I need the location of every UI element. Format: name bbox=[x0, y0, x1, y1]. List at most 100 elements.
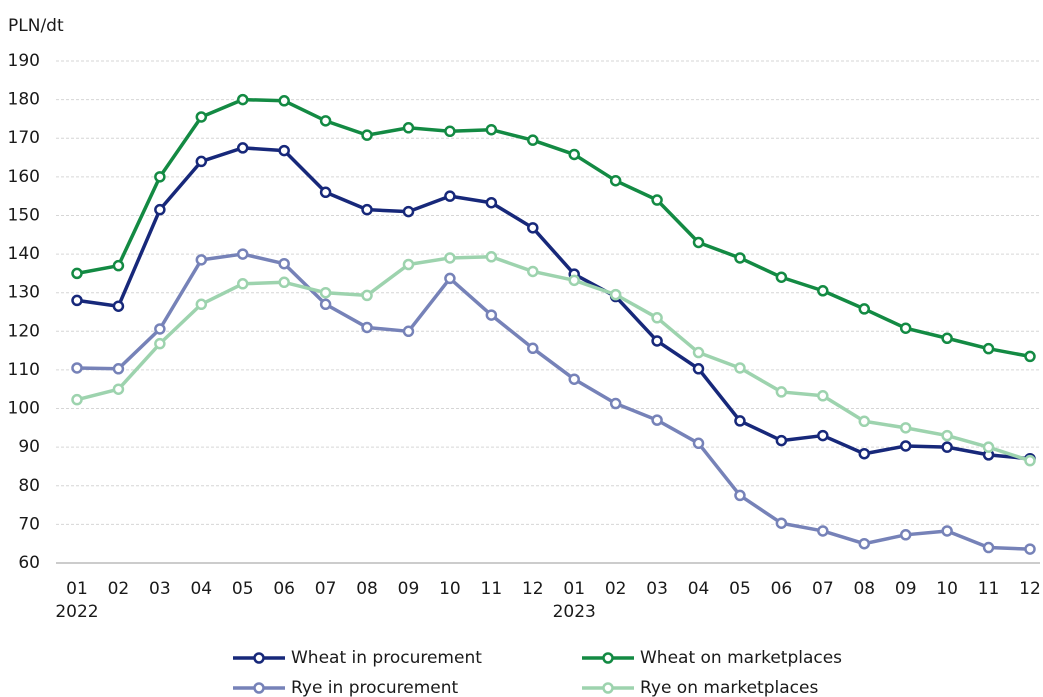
data-point bbox=[651, 335, 663, 347]
data-point bbox=[361, 129, 373, 141]
legend-marker bbox=[602, 682, 614, 694]
series-line bbox=[76, 146, 1031, 461]
x-tick-label: 04 bbox=[688, 579, 710, 599]
x-tick-label: 11 bbox=[481, 579, 503, 599]
data-point bbox=[112, 383, 125, 395]
x-tick-label: 07 bbox=[315, 579, 337, 599]
data-point bbox=[568, 148, 580, 161]
data-point bbox=[154, 323, 166, 335]
data-point bbox=[734, 252, 746, 264]
data-point bbox=[402, 258, 415, 271]
x-tick-label: 02 bbox=[108, 579, 130, 599]
legend-label: Wheat on marketplaces bbox=[640, 648, 842, 668]
data-point bbox=[71, 267, 83, 280]
data-point bbox=[692, 236, 705, 249]
data-point bbox=[402, 205, 415, 218]
data-point bbox=[1024, 350, 1036, 363]
x-year-label: 2022 bbox=[55, 602, 98, 622]
y-axis-label: PLN/dt bbox=[8, 16, 64, 36]
x-tick-label: 03 bbox=[149, 579, 171, 599]
y-tick-label: 90 bbox=[18, 437, 40, 457]
x-tick-label: 12 bbox=[522, 579, 544, 599]
data-point bbox=[817, 429, 829, 442]
data-point bbox=[941, 332, 953, 345]
y-tick-label: 60 bbox=[18, 553, 40, 573]
data-point bbox=[278, 95, 290, 107]
data-point bbox=[361, 203, 373, 216]
y-tick-label: 130 bbox=[8, 283, 40, 303]
data-point bbox=[236, 142, 249, 154]
data-point bbox=[485, 309, 498, 321]
data-point bbox=[651, 194, 663, 206]
data-point bbox=[361, 321, 373, 334]
data-point bbox=[236, 278, 249, 290]
legend-marker bbox=[253, 652, 265, 664]
y-tick-label: 140 bbox=[8, 244, 40, 264]
data-point bbox=[485, 196, 498, 209]
x-year-label: 2023 bbox=[553, 602, 596, 622]
data-point bbox=[402, 325, 415, 338]
data-point bbox=[236, 93, 249, 106]
x-tick-label: 05 bbox=[729, 579, 751, 599]
data-point bbox=[775, 517, 788, 529]
data-point bbox=[858, 537, 871, 550]
data-point bbox=[278, 257, 290, 270]
data-point bbox=[195, 254, 208, 266]
data-point bbox=[692, 437, 705, 450]
x-tick-label: 11 bbox=[978, 579, 1000, 599]
data-point bbox=[112, 259, 125, 272]
data-point bbox=[858, 447, 871, 460]
y-tick-label: 70 bbox=[18, 514, 40, 534]
x-tick-label: 09 bbox=[398, 579, 420, 599]
legend-label: Rye on marketplaces bbox=[640, 678, 818, 697]
data-point bbox=[817, 525, 829, 537]
data-point bbox=[154, 171, 166, 183]
data-point bbox=[858, 303, 871, 315]
data-point bbox=[775, 386, 788, 398]
data-point bbox=[692, 363, 705, 375]
data-point bbox=[485, 123, 498, 136]
data-point bbox=[941, 441, 953, 453]
y-tick-label: 190 bbox=[8, 51, 40, 71]
legend-marker bbox=[602, 652, 614, 664]
data-point bbox=[527, 265, 539, 278]
data-point bbox=[444, 190, 456, 202]
data-point bbox=[651, 414, 663, 426]
y-tick-label: 160 bbox=[8, 167, 40, 187]
data-point bbox=[941, 429, 953, 442]
data-point bbox=[112, 300, 125, 312]
y-tick-label: 170 bbox=[8, 128, 40, 148]
data-point bbox=[319, 298, 332, 311]
data-point bbox=[609, 288, 622, 301]
x-tick-label: 09 bbox=[895, 579, 917, 599]
x-tick-label: 01 bbox=[66, 579, 88, 599]
data-point bbox=[444, 252, 456, 264]
data-point bbox=[899, 422, 912, 434]
data-point bbox=[485, 251, 498, 263]
data-point bbox=[775, 271, 788, 283]
data-point bbox=[899, 440, 912, 452]
legend-label: Rye in procurement bbox=[291, 678, 459, 697]
data-point bbox=[527, 134, 539, 146]
data-point bbox=[941, 525, 953, 537]
x-tick-label: 10 bbox=[439, 579, 461, 599]
data-point bbox=[71, 294, 83, 307]
data-point bbox=[817, 390, 829, 402]
y-tick-label: 100 bbox=[8, 399, 40, 419]
data-point bbox=[278, 144, 290, 157]
data-point bbox=[444, 272, 456, 285]
data-point bbox=[692, 346, 705, 359]
data-point bbox=[112, 363, 125, 375]
x-tick-label: 08 bbox=[853, 579, 875, 599]
data-point bbox=[71, 393, 83, 406]
data-point bbox=[609, 174, 622, 187]
x-tick-label: 06 bbox=[273, 579, 295, 599]
x-tick-label: 02 bbox=[605, 579, 627, 599]
data-point bbox=[982, 342, 995, 355]
data-point bbox=[734, 489, 746, 502]
data-point bbox=[154, 203, 166, 216]
data-point bbox=[568, 373, 580, 385]
x-tick-label: 10 bbox=[936, 579, 958, 599]
data-point bbox=[154, 337, 166, 350]
